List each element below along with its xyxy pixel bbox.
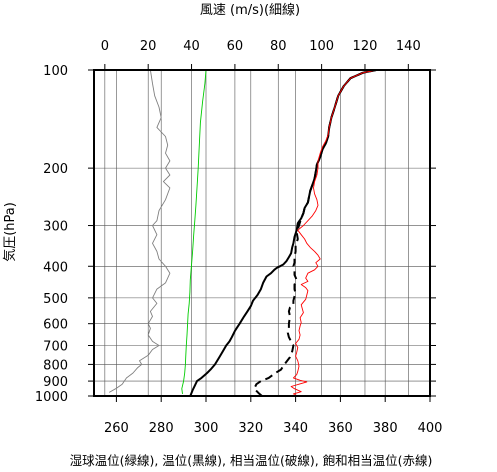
- tick-labels: 260 280 300 320 340 360 380 400 0 20 40 60 80 100 120 1…: [35, 39, 443, 436]
- series-layer: [108, 69, 377, 397]
- x-top-tick-label: 120: [353, 39, 378, 54]
- x-bottom-tick-label: 340: [283, 421, 308, 436]
- y-tick-label: 400: [43, 260, 68, 275]
- series-line-5: [290, 69, 377, 397]
- x-bottom-tick-label: 320: [238, 421, 263, 436]
- bottom-axis-title: 湿球温位(緑線), 温位(黒線), 相当温位(破線), 飽和相当温位(赤線): [70, 453, 433, 468]
- x-top-tick-label: 60: [227, 39, 244, 54]
- x-bottom-tick-label: 260: [104, 421, 129, 436]
- y-tick-label: 600: [43, 318, 68, 333]
- y-tick-label: 900: [43, 375, 68, 390]
- x-bottom-tick-label: 300: [194, 421, 219, 436]
- y-axis-title: 気圧(hPa): [2, 202, 18, 262]
- y-tick-label: 100: [43, 64, 68, 79]
- x-bottom-tick-label: 360: [328, 421, 353, 436]
- y-tick-label: 1000: [35, 390, 68, 405]
- series-line-1: [108, 69, 171, 393]
- grid: [94, 70, 430, 396]
- plot-frame: [93, 69, 431, 397]
- x-bottom-tick-label: 280: [149, 421, 174, 436]
- top-axis-title: 風速 (m/s)(細線): [200, 2, 300, 18]
- x-top-tick-label: 40: [183, 39, 200, 54]
- series-line-4: [253, 69, 377, 397]
- series-line-3: [189, 69, 377, 397]
- y-tick-label: 200: [43, 162, 68, 177]
- x-top-tick-label: 0: [101, 39, 109, 54]
- y-tick-label: 300: [43, 220, 68, 235]
- x-top-tick-label: 140: [396, 39, 421, 54]
- x-bottom-tick-label: 400: [418, 421, 443, 436]
- y-tick-label: 800: [43, 358, 68, 373]
- x-top-tick-label: 100: [309, 39, 334, 54]
- x-bottom-tick-label: 380: [373, 421, 398, 436]
- x-top-tick-label: 80: [270, 39, 287, 54]
- y-tick-label: 700: [43, 340, 68, 355]
- y-tick-label: 500: [43, 292, 68, 307]
- series-line-2: [181, 69, 207, 394]
- x-top-tick-label: 20: [140, 39, 157, 54]
